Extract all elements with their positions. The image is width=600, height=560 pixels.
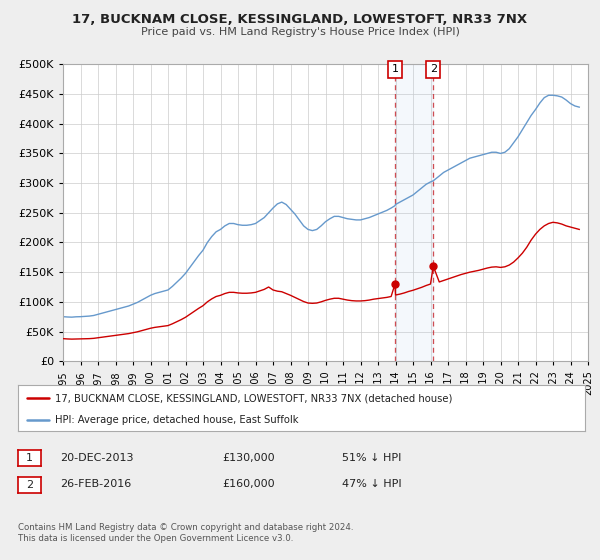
Text: 26-FEB-2016: 26-FEB-2016: [60, 479, 131, 489]
Bar: [395, 64, 433, 361]
Text: Price paid vs. HM Land Registry's House Price Index (HPI): Price paid vs. HM Land Registry's House …: [140, 27, 460, 37]
Text: 51% ↓ HPI: 51% ↓ HPI: [342, 452, 401, 463]
Text: £130,000: £130,000: [222, 452, 275, 463]
Text: 17, BUCKNAM CLOSE, KESSINGLAND, LOWESTOFT, NR33 7NX: 17, BUCKNAM CLOSE, KESSINGLAND, LOWESTOF…: [73, 13, 527, 26]
Text: Contains HM Land Registry data © Crown copyright and database right 2024.
This d: Contains HM Land Registry data © Crown c…: [18, 524, 353, 543]
Text: 20-DEC-2013: 20-DEC-2013: [60, 452, 133, 463]
Text: 2: 2: [430, 64, 437, 74]
Text: 1: 1: [26, 453, 33, 463]
Text: 1: 1: [391, 64, 398, 74]
Text: 17, BUCKNAM CLOSE, KESSINGLAND, LOWESTOFT, NR33 7NX (detached house): 17, BUCKNAM CLOSE, KESSINGLAND, LOWESTOF…: [55, 393, 452, 403]
Text: 47% ↓ HPI: 47% ↓ HPI: [342, 479, 401, 489]
Text: 2: 2: [26, 480, 33, 490]
Text: £160,000: £160,000: [222, 479, 275, 489]
Text: HPI: Average price, detached house, East Suffolk: HPI: Average price, detached house, East…: [55, 415, 298, 424]
